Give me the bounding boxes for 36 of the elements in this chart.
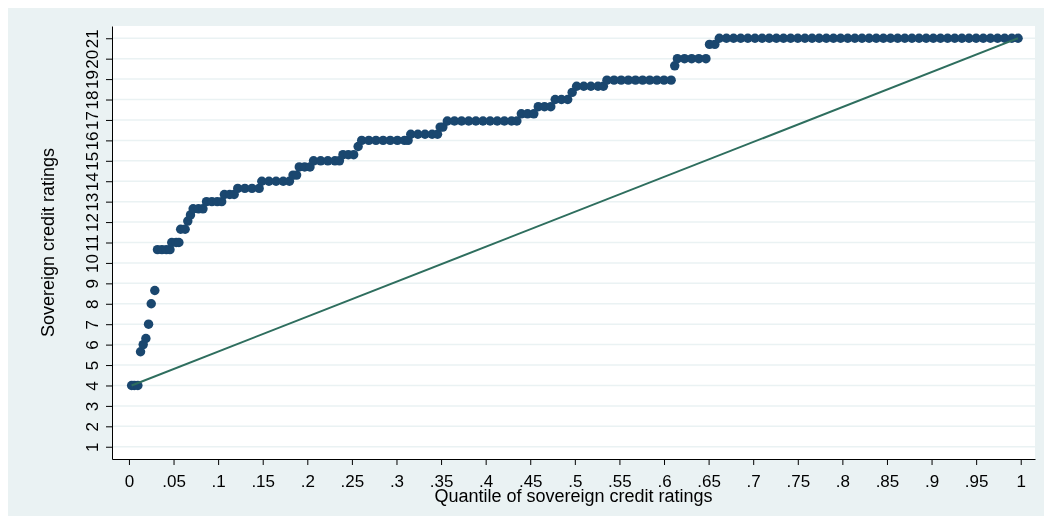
- y-tick-label: 6: [83, 340, 102, 350]
- y-tick-label: 16: [83, 131, 102, 151]
- y-tick-label: 7: [83, 319, 102, 330]
- y-axis-title: Sovereign credit ratings: [38, 147, 58, 338]
- y-tick-label: 11: [83, 234, 102, 252]
- y-tick-label: 13: [83, 192, 102, 212]
- x-tick-label: .3: [389, 471, 405, 491]
- y-tick-label: 17: [83, 110, 102, 130]
- y-tick-label: 3: [83, 401, 102, 412]
- y-tick-label: 18: [83, 90, 102, 110]
- x-tick-label: 0: [124, 471, 135, 491]
- y-tick-label: 9: [83, 279, 102, 289]
- x-tick-label: .85: [875, 471, 900, 491]
- x-tick-label: .2: [300, 471, 315, 491]
- y-tick-label: 15: [83, 151, 102, 171]
- x-tick-label: .15: [251, 471, 276, 491]
- x-tick-label: .95: [964, 471, 989, 491]
- y-tick-label: 8: [83, 299, 102, 310]
- y-tick-label: 5: [83, 360, 102, 371]
- x-tick-label: .9: [924, 471, 940, 491]
- y-tick-label: 20: [83, 49, 102, 69]
- x-tick-label: .05: [162, 471, 186, 491]
- x-tick-label: .1: [211, 471, 226, 491]
- x-tick-label: .8: [835, 471, 850, 491]
- y-tick-label: 14: [83, 172, 102, 192]
- y-tick-label: 1: [83, 442, 102, 452]
- y-tick-label: 19: [83, 70, 102, 90]
- x-tick-label: 1: [1016, 471, 1026, 491]
- y-tick-label: 2: [83, 422, 102, 432]
- x-tick-label: .75: [786, 471, 811, 491]
- y-tick-label: 12: [83, 213, 102, 233]
- y-tick-label: 10: [83, 253, 102, 273]
- x-tick-label: .25: [340, 471, 365, 491]
- x-tick-label: .7: [746, 471, 761, 491]
- y-tick-label: 4: [83, 381, 102, 391]
- y-tick-label: 21: [83, 29, 102, 49]
